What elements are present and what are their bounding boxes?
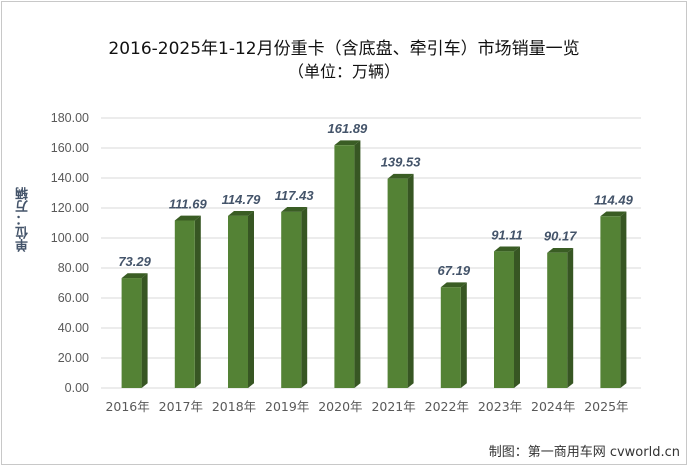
y-tick-label: 160.00 <box>51 141 89 155</box>
y-tick-label: 0.00 <box>65 381 89 395</box>
bar-side <box>194 215 201 388</box>
bar-top <box>121 273 148 279</box>
y-tick-label: 120.00 <box>51 201 89 215</box>
y-tick-label: 140.00 <box>51 171 89 185</box>
bar <box>281 207 308 388</box>
bar-top <box>228 211 254 216</box>
bar <box>387 173 414 388</box>
bars <box>121 140 627 388</box>
bar-top <box>440 282 467 288</box>
bar-top <box>600 211 627 217</box>
bar <box>121 273 148 388</box>
x-tick-label: 2019年 <box>265 399 309 414</box>
chart-title: 2016-2025年1-12月份重卡（含底盘、牵引车）市场销量一览 <box>108 39 580 59</box>
data-label: 67.19 <box>438 263 471 278</box>
bar-side <box>301 207 308 388</box>
bar-top <box>547 247 574 253</box>
bar-front <box>600 216 621 388</box>
bar-front <box>121 278 142 388</box>
data-label: 114.79 <box>222 192 262 207</box>
bar-side <box>567 247 574 388</box>
bar-top <box>334 140 361 146</box>
data-label: 91.11 <box>491 227 523 242</box>
bar-front <box>547 252 568 388</box>
bar-top <box>387 173 414 179</box>
data-label: 161.89 <box>328 121 369 136</box>
bar <box>440 282 467 388</box>
data-label: 139.53 <box>381 155 422 170</box>
bar-side <box>354 140 361 388</box>
bar <box>174 215 201 388</box>
bar-front <box>494 251 514 388</box>
bar-top <box>281 207 308 212</box>
x-tick-label: 2016年 <box>105 399 149 414</box>
bar <box>600 211 627 388</box>
bar <box>494 246 520 388</box>
bar-side <box>514 246 520 388</box>
y-tick-label: 100.00 <box>51 231 89 245</box>
bar-front <box>387 178 408 388</box>
y-tick-label: 80.00 <box>58 261 89 275</box>
x-tick-label: 2021年 <box>371 399 415 414</box>
y-tick-label: 180.00 <box>51 111 89 125</box>
bar-side <box>407 173 414 388</box>
y-tick-label: 20.00 <box>58 351 89 365</box>
x-tick-label: 2023年 <box>478 399 522 414</box>
bar-front <box>334 145 355 388</box>
bar <box>228 211 254 388</box>
bar-front <box>174 220 195 388</box>
chart-subtitle: （单位：万辆） <box>287 62 400 81</box>
bar-front <box>228 215 248 388</box>
footer-credit: 制图：第一商用车网 cvworld.cn <box>488 445 680 460</box>
bar-side <box>141 273 148 388</box>
data-label: 90.17 <box>544 229 577 244</box>
x-tick-label: 2025年 <box>584 399 628 414</box>
data-label: 117.43 <box>275 188 315 203</box>
bar <box>547 247 574 388</box>
x-tick-label: 2017年 <box>159 399 203 414</box>
bar-front <box>281 211 302 388</box>
x-axis-ticks: 2016年 2017年 2018年 2019年 2020年 2021年 2022年 2023年… <box>105 399 628 414</box>
bar-side <box>460 282 467 388</box>
data-label: 111.69 <box>169 196 208 211</box>
y-axis-ticks: 0.00 20.00 40.00 60.00 80.00 100.00 120.00 140.… <box>51 111 89 395</box>
data-label: 73.29 <box>118 254 151 269</box>
bar-top <box>494 246 520 252</box>
bar-top <box>174 215 201 221</box>
x-tick-label: 2022年 <box>425 399 469 414</box>
bar-side <box>248 211 254 388</box>
bar-front <box>440 287 461 388</box>
y-tick-label: 60.00 <box>58 291 89 305</box>
y-tick-label: 40.00 <box>58 321 89 335</box>
x-tick-label: 2020年 <box>318 399 362 414</box>
data-labels: 73.29 111.69 114.79 117.43 161.89 139.53 67.19… <box>118 121 633 278</box>
x-tick-label: 2018年 <box>212 399 256 414</box>
bar-side <box>620 211 627 388</box>
data-label: 114.49 <box>594 192 634 207</box>
bar <box>334 140 361 388</box>
x-tick-label: 2024年 <box>531 399 575 414</box>
